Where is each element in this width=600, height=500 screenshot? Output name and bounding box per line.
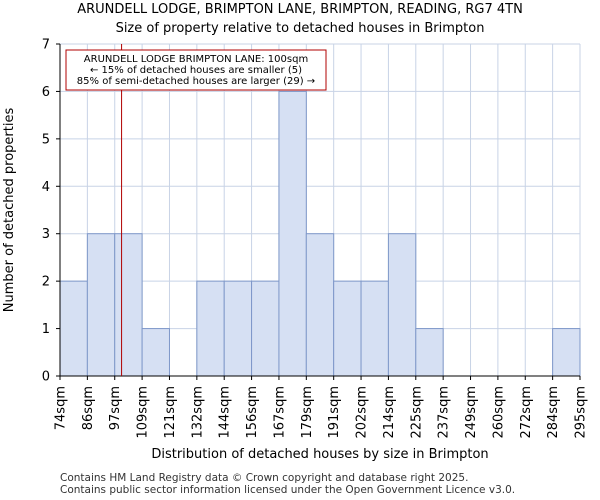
- bar: [360, 280, 389, 377]
- bar: [278, 90, 307, 377]
- y-tick-label: 4: [42, 180, 50, 195]
- x-tick-label: 191sqm: [327, 386, 342, 439]
- y-tick-label: 0: [42, 370, 50, 385]
- y-tick-label: 6: [42, 85, 50, 100]
- y-tick-label: 7: [42, 38, 50, 53]
- x-tick-label: 225sqm: [409, 386, 424, 439]
- y-tick-label: 3: [42, 227, 50, 242]
- bars: [59, 90, 581, 377]
- x-tick-label: 295sqm: [574, 386, 589, 439]
- footer-line-1: Contains HM Land Registry data © Crown c…: [60, 472, 469, 484]
- bar: [387, 233, 417, 377]
- bar: [114, 233, 143, 377]
- bar: [86, 233, 116, 377]
- x-tick-label: 97sqm: [108, 386, 123, 430]
- chart-title: ARUNDELL LODGE, BRIMPTON LANE, BRIMPTON,…: [77, 2, 523, 17]
- x-tick-label: 121sqm: [163, 386, 178, 439]
- annotation-line: 85% of semi-detached houses are larger (…: [77, 76, 315, 87]
- y-axis-label: Number of detached properties: [2, 108, 17, 313]
- axes: [56, 43, 581, 380]
- y-tick-label: 1: [42, 322, 50, 337]
- bar: [333, 280, 362, 377]
- x-tick-label: 74sqm: [54, 386, 69, 430]
- annotation-line: ARUNDELL LODGE BRIMPTON LANE: 100sqm: [84, 54, 308, 65]
- x-tick-label: 237sqm: [437, 386, 452, 439]
- chart-subtitle: Size of property relative to detached ho…: [116, 21, 485, 36]
- annotation: ARUNDELL LODGE BRIMPTON LANE: 100sqm← 15…: [65, 44, 327, 376]
- x-tick-label: 179sqm: [300, 386, 315, 439]
- x-tick-label: 260sqm: [491, 386, 506, 439]
- annotation-line: ← 15% of detached houses are smaller (5): [90, 65, 302, 76]
- x-tick-label: 249sqm: [464, 386, 479, 439]
- bar: [196, 280, 225, 377]
- x-tick-label: 86sqm: [81, 386, 96, 430]
- x-tick-label: 167sqm: [272, 386, 287, 439]
- x-tick-label: 284sqm: [546, 386, 561, 439]
- tick-labels: 0 1 2 3 4 5 6 7 74sqm 86sqm 97sqm 109sqm 121sqm 132sq…: [42, 38, 589, 439]
- annotation-box: [65, 49, 327, 91]
- bar: [552, 328, 581, 377]
- x-tick-label: 272sqm: [519, 386, 534, 439]
- bar: [141, 328, 170, 377]
- x-tick-label: 109sqm: [136, 386, 151, 439]
- bar: [415, 328, 444, 377]
- bar: [59, 280, 88, 377]
- bar: [223, 280, 253, 377]
- bar: [251, 280, 280, 377]
- x-tick-label: 144sqm: [218, 386, 233, 439]
- x-tick-label: 202sqm: [355, 386, 370, 439]
- bar: [305, 233, 335, 377]
- x-axis-label: Distribution of detached houses by size …: [151, 447, 488, 462]
- x-tick-label: 132sqm: [190, 386, 205, 439]
- x-tick-label: 214sqm: [382, 386, 397, 439]
- y-tick-label: 2: [42, 275, 50, 290]
- footer-line-2: Contains public sector information licen…: [60, 484, 516, 496]
- x-tick-label: 156sqm: [245, 386, 260, 439]
- y-tick-label: 5: [42, 132, 50, 147]
